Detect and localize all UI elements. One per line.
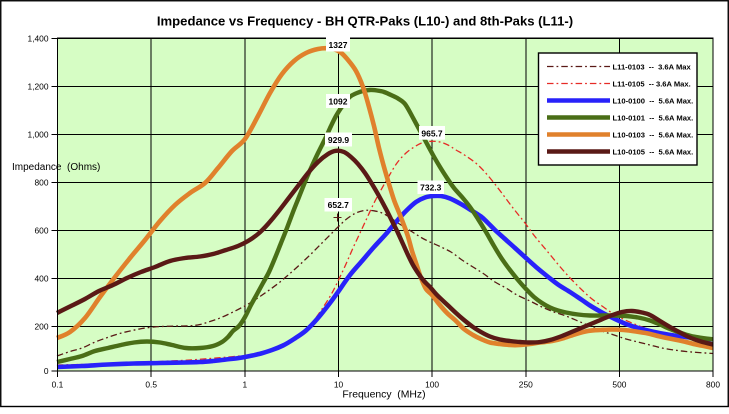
svg-text:100: 100 xyxy=(425,379,439,389)
svg-text:0: 0 xyxy=(44,366,49,376)
svg-text:500: 500 xyxy=(612,379,626,389)
svg-text:L10-0103 -- 5.6A Max.: L10-0103 -- 5.6A Max. xyxy=(613,130,694,139)
svg-text:10: 10 xyxy=(334,379,344,389)
svg-text:Impedance vs Frequency - BH QT: Impedance vs Frequency - BH QTR-Paks (L1… xyxy=(157,13,573,28)
svg-text:1327: 1327 xyxy=(329,40,348,50)
svg-text:929.9: 929.9 xyxy=(328,135,350,145)
svg-text:L10-0101 -- 5.6A Max.: L10-0101 -- 5.6A Max. xyxy=(613,113,694,122)
svg-text:Impedance (Ohms): Impedance (Ohms) xyxy=(12,162,100,173)
svg-text:1,400: 1,400 xyxy=(28,34,49,44)
svg-text:965.7: 965.7 xyxy=(421,128,443,138)
svg-text:1,200: 1,200 xyxy=(28,82,49,92)
svg-text:L10-0100 -- 5.6A Max.: L10-0100 -- 5.6A Max. xyxy=(613,96,694,105)
svg-text:652.7: 652.7 xyxy=(328,200,350,210)
svg-text:200: 200 xyxy=(35,322,49,332)
svg-text:1092: 1092 xyxy=(329,97,348,107)
svg-text:400: 400 xyxy=(35,274,49,284)
svg-text:1,000: 1,000 xyxy=(28,130,49,140)
svg-text:L11-0105 -- 3.6A Max.: L11-0105 -- 3.6A Max. xyxy=(613,79,691,88)
svg-text:250: 250 xyxy=(519,379,533,389)
svg-text:732.3: 732.3 xyxy=(420,183,442,193)
svg-text:0.5: 0.5 xyxy=(145,379,157,389)
svg-text:600: 600 xyxy=(35,226,49,236)
svg-text:0.1: 0.1 xyxy=(52,379,64,389)
svg-text:L10-0105 -- 5.6A Max.: L10-0105 -- 5.6A Max. xyxy=(613,147,694,156)
svg-text:800: 800 xyxy=(35,178,49,188)
svg-text:L11-0103 -- 3.6A Max: L11-0103 -- 3.6A Max xyxy=(613,62,692,71)
svg-text:800: 800 xyxy=(706,379,720,389)
svg-text:1: 1 xyxy=(242,379,247,389)
svg-text:Frequency (MHz): Frequency (MHz) xyxy=(342,390,425,401)
